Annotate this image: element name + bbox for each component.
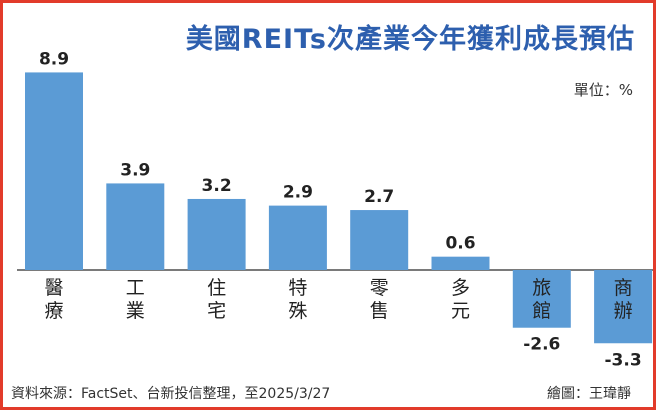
unit-label: 單位：% — [573, 81, 633, 99]
value-label-3: 2.9 — [283, 183, 313, 203]
value-label-0: 8.9 — [39, 49, 69, 69]
value-label-4: 2.7 — [364, 187, 394, 207]
bar-0 — [25, 72, 83, 270]
value-label-7: -3.3 — [605, 350, 642, 370]
credit-note: 繪圖：王瑋靜 — [547, 386, 631, 402]
bar-chart: 8.9 醫療 3.9 工業 3.2 住宅 2.9 特殊 2.7 零售 0.6 多元 旅館 -2.6 商辦 -3… — [17, 49, 653, 370]
bar-7 — [594, 270, 653, 344]
category-label-0: 醫療 — [44, 277, 63, 322]
value-label-6: -2.6 — [523, 335, 560, 355]
category-label-5: 多元 — [451, 277, 470, 322]
category-label-4: 零售 — [370, 277, 389, 322]
category-label-6: 旅館 — [532, 277, 551, 322]
bar-4 — [350, 210, 409, 270]
value-label-1: 3.9 — [120, 160, 150, 180]
category-label-2: 住宅 — [207, 277, 226, 322]
bar-2 — [187, 198, 246, 270]
category-label-7: 商辦 — [614, 277, 633, 322]
value-label-2: 3.2 — [202, 176, 232, 196]
bar-6 — [512, 270, 571, 328]
bar-5 — [431, 256, 490, 270]
category-label-3: 特殊 — [288, 277, 307, 322]
value-label-5: 0.6 — [445, 234, 475, 254]
bar-3 — [268, 205, 327, 270]
category-label-1: 工業 — [126, 277, 145, 322]
chart-title: 美國REITs次產業今年獲利成長預估 — [185, 24, 635, 55]
bar-1 — [106, 183, 165, 270]
source-note: 資料來源：FactSet、台新投信整理，至2025/3/27 — [11, 386, 331, 402]
